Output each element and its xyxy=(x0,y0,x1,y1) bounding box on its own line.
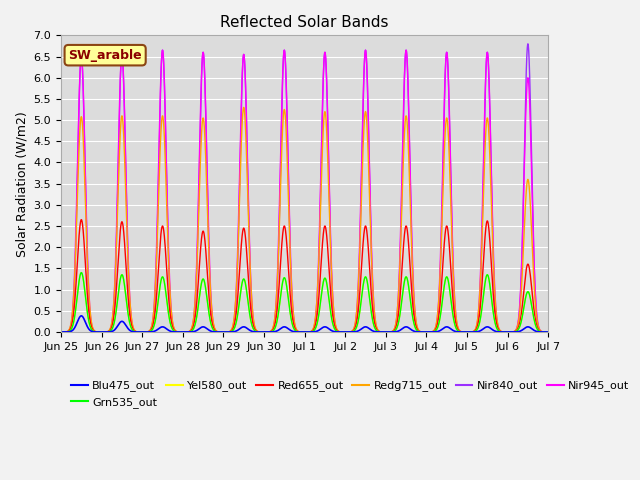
Y-axis label: Solar Radiation (W/m2): Solar Radiation (W/m2) xyxy=(15,111,28,256)
Title: Reflected Solar Bands: Reflected Solar Bands xyxy=(220,15,389,30)
Legend: Blu475_out, Grn535_out, Yel580_out, Red655_out, Redg715_out, Nir840_out, Nir945_: Blu475_out, Grn535_out, Yel580_out, Red6… xyxy=(67,376,634,412)
Text: SW_arable: SW_arable xyxy=(68,48,142,62)
